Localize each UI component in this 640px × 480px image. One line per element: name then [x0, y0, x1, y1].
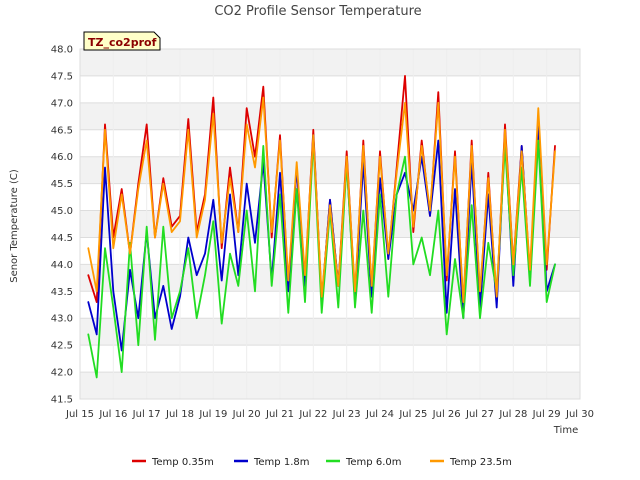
- x-tick-label: Jul 15: [65, 409, 94, 420]
- x-tick-label: Jul 22: [298, 409, 327, 420]
- x-tick-label: Jul 16: [98, 409, 127, 420]
- series-line-4: [87, 96, 556, 304]
- x-tick-label: Jul 17: [132, 409, 161, 420]
- x-tick-label: Jul 24: [365, 409, 394, 420]
- y-tick-label: 47.0: [51, 98, 73, 109]
- y-tick-label: 43.5: [51, 287, 73, 298]
- grid-band: [80, 318, 580, 346]
- y-tick-label: 46.5: [51, 125, 73, 136]
- y-tick-label: 46.0: [51, 152, 73, 163]
- y-tick-label: 47.5: [51, 71, 73, 82]
- x-tick-label: Jul 20: [232, 409, 261, 420]
- chart-title: CO2 Profile Sensor Temperature: [214, 4, 421, 19]
- series-layer: [87, 75, 556, 379]
- y-tick-label: 42.5: [51, 341, 73, 352]
- grid-band: [80, 102, 580, 130]
- x-tick-label: Jul 21: [265, 409, 294, 420]
- x-axis-label: Time: [553, 425, 578, 436]
- y-tick-label: 42.0: [51, 368, 73, 379]
- x-tick-label: Jul 29: [532, 409, 561, 420]
- x-tick-label: Jul 23: [332, 409, 361, 420]
- x-tick-label: Jul 27: [465, 409, 494, 420]
- y-tick-label: 44.5: [51, 233, 73, 244]
- x-tick-label: Jul 25: [398, 409, 427, 420]
- y-tick-label: 48.0: [51, 45, 73, 56]
- station-tag-label: TZ_co2prof: [88, 36, 157, 49]
- series-line-3: [87, 139, 556, 379]
- y-axis-label: Senor Temperature (C): [9, 169, 20, 283]
- x-tick-label: Jul 28: [498, 409, 527, 420]
- grid-band: [80, 372, 580, 399]
- grid-band: [80, 264, 580, 292]
- y-tick-label: 44.0: [51, 260, 73, 271]
- legend-label: Temp 0.35m: [151, 457, 214, 468]
- station-tag: TZ_co2prof: [83, 31, 161, 51]
- legend: Temp 0.35m Temp 1.8m Temp 6.0m Temp 23.5m: [132, 457, 512, 468]
- legend-label: Temp 1.8m: [253, 457, 309, 468]
- station-tag-box: [83, 31, 161, 51]
- legend-label: Temp 23.5m: [449, 457, 512, 468]
- y-tick-label: 45.0: [51, 206, 73, 217]
- x-tick-labels: Jul 15 Jul 16 Jul 17 Jul 18 Jul 19 Jul 20 Jul …: [65, 409, 594, 420]
- y-tick-label: 41.5: [51, 395, 73, 406]
- legend-label: Temp 6.0m: [345, 457, 401, 468]
- x-tick-label: Jul 18: [165, 409, 194, 420]
- x-tick-label: Jul 26: [432, 409, 461, 420]
- y-tick-labels: 41.5 42.0 42.5 43.0 43.5 44.0 44.5 45.0 45.5 46.0…: [51, 45, 73, 406]
- grid-bands: [80, 49, 580, 399]
- y-tick-label: 43.0: [51, 314, 73, 325]
- x-tick-label: Jul 19: [198, 409, 227, 420]
- plot-frame: [79, 48, 581, 400]
- grid-band: [80, 49, 580, 76]
- x-tick-label: Jul 30: [565, 409, 594, 420]
- y-tick-label: 45.5: [51, 179, 73, 190]
